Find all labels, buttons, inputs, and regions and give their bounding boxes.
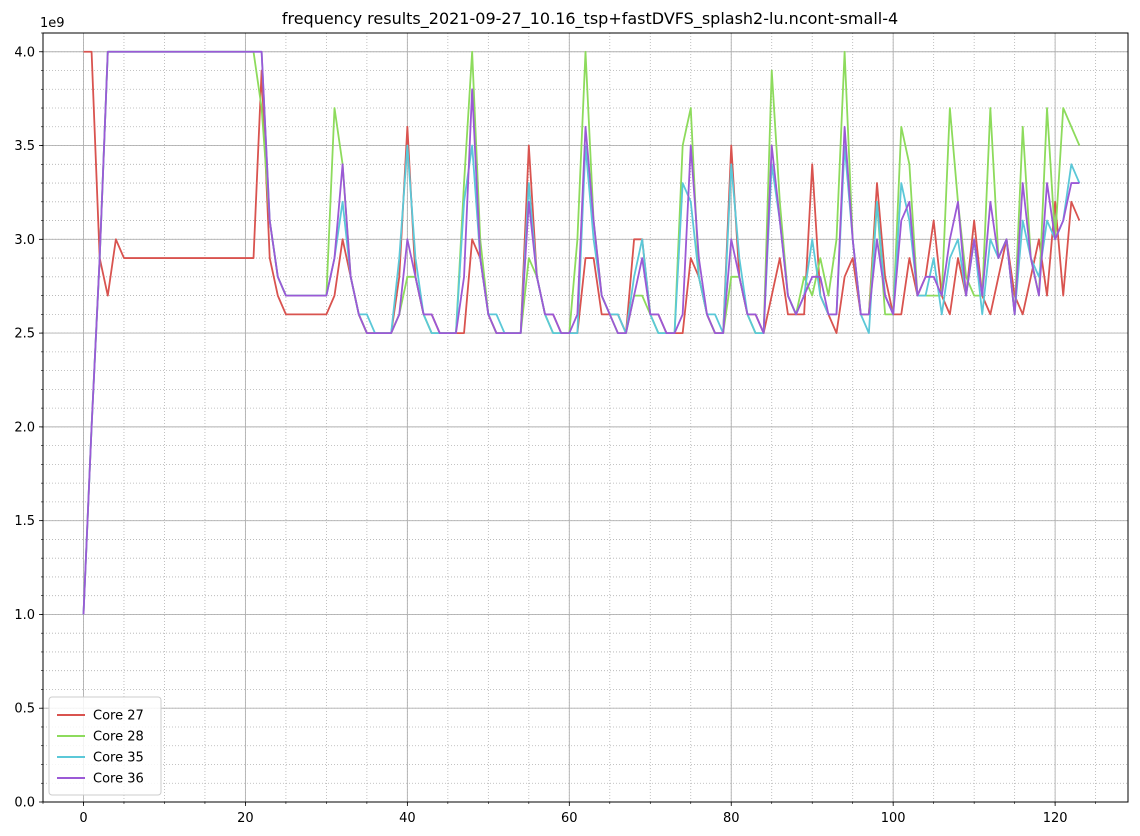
x-tick-label: 0 [79,811,87,826]
y-tick-label: 0.0 [14,796,35,811]
legend-label: Core 27 [93,709,144,724]
x-tick-label: 80 [723,811,740,826]
y-tick-label: 1.0 [14,608,35,623]
series-line-core-27 [83,50,1081,335]
series-lines [82,50,1081,615]
legend: Core 27 Core 28 Core 35 Core 36 [48,696,162,796]
plot-frame [42,32,1129,803]
x-tick-label: 20 [237,811,254,826]
legend-label: Core 35 [93,751,144,766]
x-tick-label: 40 [399,811,416,826]
x-tick-label: 120 [1043,811,1068,826]
legend-label: Core 28 [93,730,144,745]
x-tick-label: 100 [881,811,906,826]
series-line-core-36 [82,50,1080,615]
y-axis-ticks: 0.0 0.5 1.0 1.5 2.0 2.5 3.0 3.5 4.0 [14,32,43,811]
y-tick-label: 0.5 [14,702,35,717]
x-axis-ticks: 0 20 40 60 80 100 120 [42,802,1096,826]
y-tick-label: 1.5 [14,514,35,529]
y-tick-label: 2.0 [14,420,35,435]
y-tick-label: 3.5 [14,139,35,154]
y-tick-label: 3.0 [14,233,35,248]
legend-label: Core 36 [93,772,144,787]
x-tick-label: 60 [561,811,578,826]
legend-box [48,696,162,796]
y-axis-offset-label: 1e9 [40,16,65,31]
y-tick-label: 4.0 [14,45,35,60]
y-tick-label: 2.5 [14,327,35,342]
chart-title: frequency results_2021-09-27_10.16_tsp+f… [282,9,898,29]
